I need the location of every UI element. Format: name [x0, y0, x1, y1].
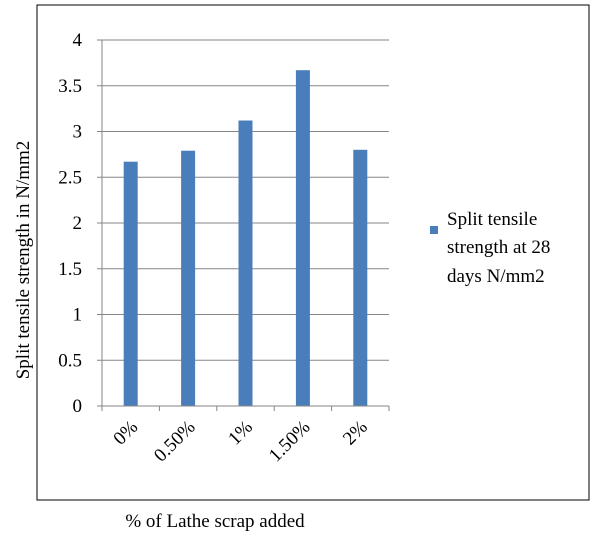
y-tick-label: 3	[73, 122, 83, 143]
axes	[97, 39, 390, 411]
legend-label-line-2: strength at 28	[447, 237, 550, 258]
y-tick-label: 3.5	[58, 76, 82, 97]
y-tick-labels: 0 0.5 1 1.5 2 2.5 3 3.5 4	[58, 30, 82, 417]
y-axis-title: Split tensile strength in N/mm2	[13, 141, 34, 380]
y-tick-label: 1	[73, 305, 83, 326]
legend: Split tensile strength at 28 days N/mm2	[430, 209, 555, 287]
bar	[295, 70, 310, 406]
bar	[123, 161, 138, 406]
y-tick-label: 0.5	[58, 350, 82, 371]
legend-label: Split tensile strength at 28 days N/mm2	[447, 209, 555, 287]
legend-label-line-3: days N/mm2	[447, 266, 545, 287]
bars	[123, 70, 368, 407]
legend-swatch	[430, 226, 438, 234]
bar	[181, 150, 196, 406]
y-tick-label: 2	[73, 213, 83, 234]
y-tick-label: 1.5	[58, 259, 82, 280]
bar	[353, 149, 368, 407]
y-tick-label: 4	[73, 30, 83, 51]
y-tick-label: 0	[73, 396, 83, 417]
bar	[238, 120, 253, 407]
x-axis-title: % of Lathe scrap added	[125, 511, 305, 532]
y-tick-label: 2.5	[58, 167, 82, 188]
legend-label-line-1: Split tensile	[447, 209, 537, 230]
